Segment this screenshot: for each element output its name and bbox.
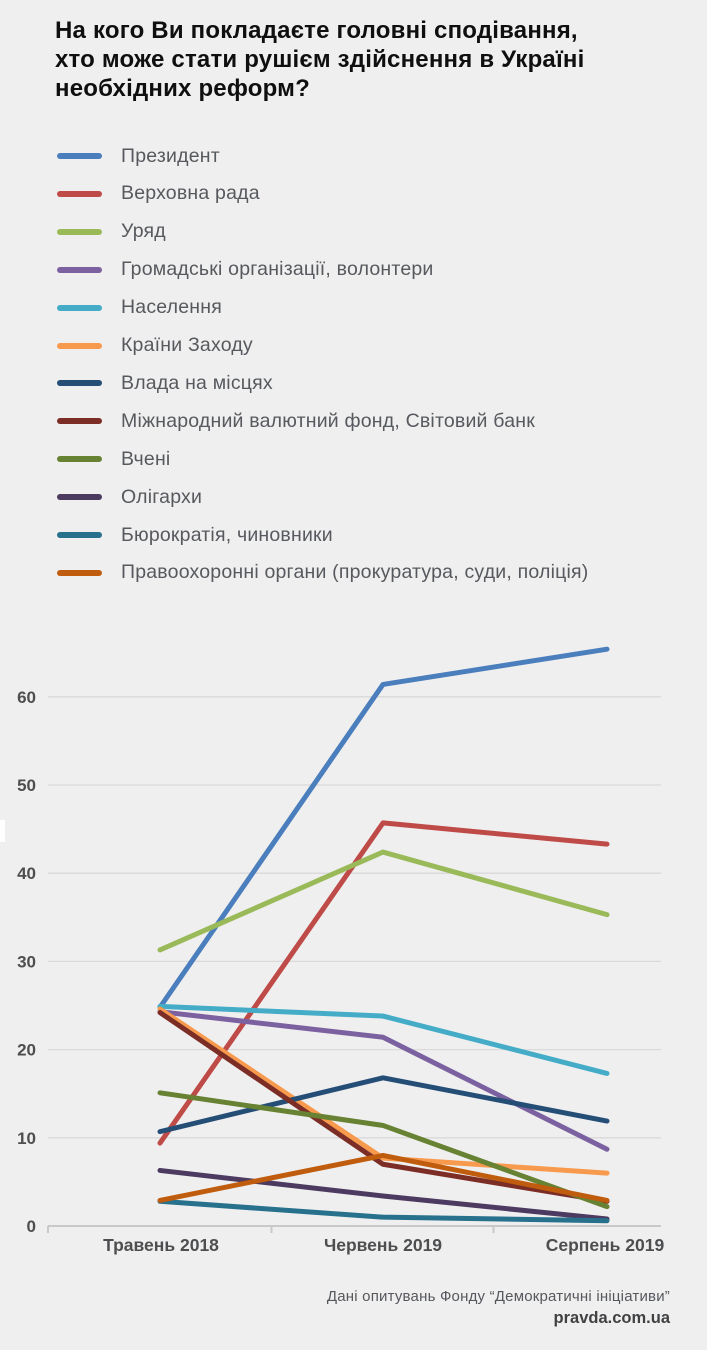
- y-axis-tick-label: 20: [17, 1041, 36, 1060]
- y-axis-tick-label: 50: [17, 776, 36, 795]
- footer: Дані опитувань Фонду “Демократичні ініці…: [327, 1288, 670, 1328]
- legend-label: Населення: [121, 296, 222, 319]
- x-axis-tick-label: Травень 2018: [103, 1235, 219, 1255]
- series-line-4: [157, 1009, 610, 1152]
- legend-swatch: [57, 304, 102, 311]
- series-line-2: [157, 820, 610, 1146]
- legend-label: Верховна рада: [121, 182, 260, 205]
- series-line-7: [157, 1075, 610, 1135]
- series-line-8: [157, 1010, 610, 1204]
- series-line-6: [157, 1006, 610, 1176]
- legend-item: Громадські організації, волонтери: [0, 251, 707, 289]
- legend-item: Правоохоронні органи (прокуратура, суди,…: [0, 554, 707, 592]
- legend-swatch: [57, 228, 102, 235]
- legend-label: Олігархи: [121, 485, 203, 508]
- chart-title-line: хто може стати рушієм здійснення в Украї…: [55, 46, 585, 73]
- series-line-3: [157, 849, 610, 953]
- legend-item: Уряд: [0, 213, 707, 251]
- legend-swatch: [57, 266, 102, 273]
- legend-label: Бюрократія, чиновники: [121, 523, 333, 546]
- footer-source: Дані опитувань Фонду “Демократичні ініці…: [326, 1288, 670, 1305]
- legend-swatch: [57, 190, 102, 197]
- legend-label: Влада на місцях: [121, 371, 273, 394]
- x-axis-tick-label: Серпень 2019: [546, 1235, 665, 1255]
- legend-item: Президент: [0, 137, 707, 175]
- legend-label: Президент: [121, 144, 220, 167]
- legend-swatch: [57, 569, 102, 576]
- chart-title: На кого Ви покладаєте головні сподівання…: [55, 16, 675, 103]
- series-line-1: [157, 646, 610, 1010]
- y-axis-tick-label: 60: [17, 688, 36, 707]
- legend-item: Влада на місцях: [0, 364, 707, 402]
- legend-swatch: [57, 342, 102, 349]
- left-edge-notch: [0, 820, 5, 842]
- series-line-11: [157, 1198, 610, 1224]
- legend-swatch: [57, 494, 102, 501]
- legend-item: Країни Заходу: [0, 327, 707, 365]
- footer-site-link[interactable]: pravda.com.ua: [553, 1309, 670, 1327]
- series-line-5: [157, 1003, 610, 1076]
- legend-label: Правоохоронні органи (прокуратура, суди,…: [121, 561, 589, 584]
- legend-swatch: [57, 532, 102, 538]
- legend-item: Вчені: [0, 440, 707, 478]
- series-line-10: [157, 1167, 610, 1222]
- x-axis-tick-label: Червень 2019: [324, 1235, 442, 1255]
- legend-swatch: [57, 380, 102, 387]
- series-line-12: [157, 1152, 610, 1203]
- chart-title-line: На кого Ви покладаєте головні сподівання…: [55, 17, 578, 44]
- y-axis-tick-label: 40: [17, 864, 36, 883]
- legend-item: Міжнародний валютний фонд, Світовий банк: [0, 402, 707, 440]
- legend-label: Міжнародний валютний фонд, Світовий банк: [121, 409, 535, 432]
- legend-item: Населення: [0, 289, 707, 327]
- legend-item: Олігархи: [0, 478, 707, 516]
- series-line-9: [157, 1090, 610, 1210]
- chart-title-line: необхідних реформ?: [55, 75, 310, 102]
- legend-swatch: [57, 456, 102, 463]
- y-axis-tick-label: 30: [17, 952, 36, 971]
- legend-label: Громадські організації, волонтери: [121, 258, 434, 281]
- legend-swatch: [57, 153, 102, 159]
- legend-item: Верховна рада: [0, 175, 707, 213]
- legend-label: Уряд: [121, 220, 166, 243]
- line-chart: 0 10 20 30 40 50 60 Травень 2018 Червень 2019 Сер…: [17, 646, 665, 1255]
- y-axis-tick-label: 0: [27, 1217, 36, 1236]
- legend-item: Бюрократія, чиновники: [0, 516, 707, 554]
- legend-label: Вчені: [121, 447, 171, 470]
- y-axis-tick-label: 10: [17, 1129, 36, 1148]
- legend-swatch: [57, 418, 102, 425]
- legend-label: Країни Заходу: [121, 334, 253, 356]
